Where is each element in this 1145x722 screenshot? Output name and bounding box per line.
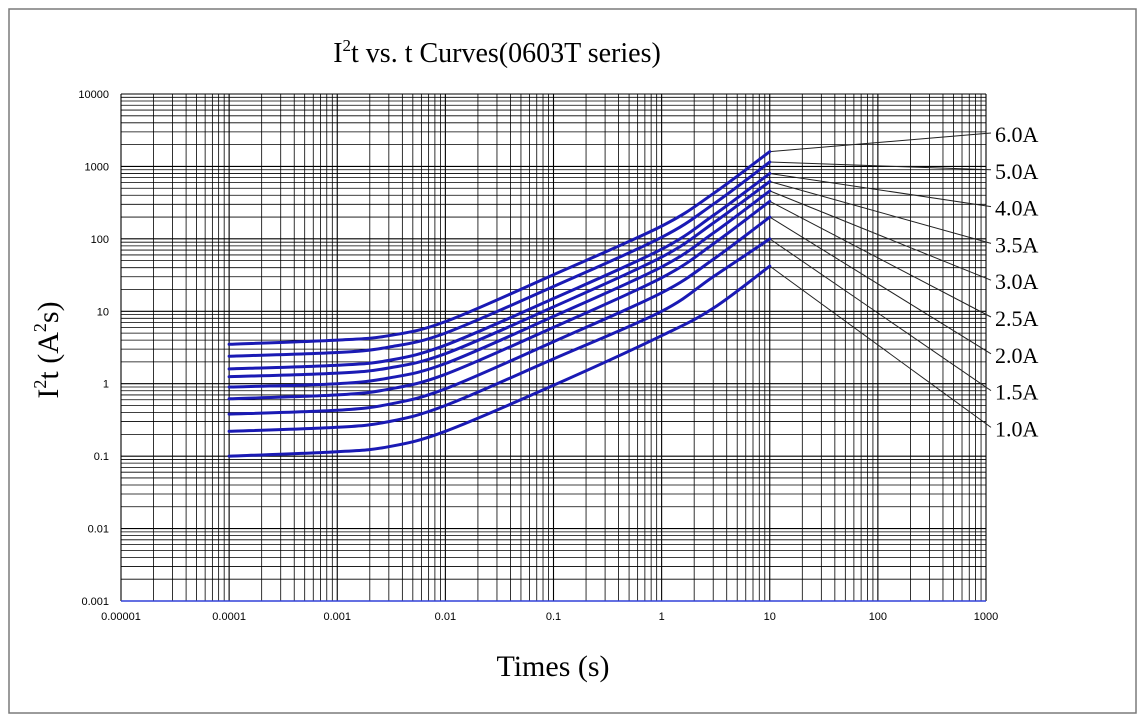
series-lines xyxy=(227,150,772,458)
series-line-2-0a xyxy=(227,215,772,416)
y-tick-label: 10 xyxy=(97,306,109,318)
leader-line xyxy=(769,161,992,171)
series-line-1-0a xyxy=(227,264,772,458)
ylabel-s: s) xyxy=(32,301,65,323)
leader-line xyxy=(769,180,992,244)
y-tick-label: 0.001 xyxy=(81,596,109,608)
leader-line xyxy=(769,238,992,392)
y-tick-label: 0.01 xyxy=(88,524,109,536)
y-tick-label: 100 xyxy=(91,234,109,246)
series-label: 1.5A xyxy=(995,380,1039,405)
series-label: 2.0A xyxy=(995,343,1039,368)
leader-line xyxy=(769,190,992,281)
x-tick-label: 0.01 xyxy=(435,611,456,623)
y-tick-label: 1000 xyxy=(85,161,109,173)
x-tick-label: 100 xyxy=(869,611,887,623)
series-line-6-0a xyxy=(227,150,772,346)
x-tick-label: 0.001 xyxy=(323,611,351,623)
leader-line xyxy=(769,216,992,355)
series-label: 1.0A xyxy=(995,416,1039,441)
series-label: 6.0A xyxy=(995,122,1039,147)
x-tick-label: 1 xyxy=(659,611,665,623)
series-line-1-5a xyxy=(227,237,772,433)
leader-lines xyxy=(769,132,992,428)
series-line-3-5a xyxy=(227,180,772,379)
y-axis-label: I2t (A2s) xyxy=(30,301,65,398)
x-axis-label: Times (s) xyxy=(496,650,609,683)
series-label: 3.5A xyxy=(995,232,1039,257)
y-tick-label: 10000 xyxy=(78,89,109,101)
series-label: 5.0A xyxy=(995,159,1039,184)
ylabel-i: I xyxy=(32,389,65,399)
series-label: 2.5A xyxy=(995,306,1039,331)
ylabel-t: t (A xyxy=(32,332,65,380)
x-tick-label: 0.1 xyxy=(546,611,561,623)
ylabel-sup2: 2 xyxy=(30,323,50,332)
y-tick-label: 1 xyxy=(103,379,109,391)
series-label: 3.0A xyxy=(995,269,1039,294)
leader-line xyxy=(769,265,992,428)
series-line-4-0a xyxy=(227,171,772,371)
title-i: I xyxy=(333,38,342,69)
x-tick-label: 0.0001 xyxy=(212,611,246,623)
frame-border xyxy=(8,8,1137,714)
x-tick-label: 1000 xyxy=(974,611,998,623)
series-line-3-0a xyxy=(227,189,772,389)
leader-line xyxy=(769,132,992,153)
x-tick-label: 10 xyxy=(764,611,776,623)
tick-labels: 0.00001 0.0001 0.001 0.01 0.1 1 10 100 1000 0.001… xyxy=(78,89,998,623)
x-tick-label: 0.00001 xyxy=(101,611,141,623)
ylabel-sup1: 2 xyxy=(30,380,50,389)
series-line-5-0a xyxy=(227,160,772,358)
series-label: 4.0A xyxy=(995,196,1039,221)
leader-line xyxy=(769,172,992,208)
y-tick-label: 0.1 xyxy=(94,451,109,463)
series-labels: 6.0A 5.0A 4.0A 3.5A 3.0A 2.5A 2.0A 1.5A 1.0A xyxy=(995,122,1039,441)
grid xyxy=(120,93,987,602)
series-line-2-5a xyxy=(227,199,772,401)
title-rest: t vs. t Curves(0603T series) xyxy=(351,38,661,69)
leader-line xyxy=(769,200,992,318)
title-sup: 2 xyxy=(343,36,352,55)
chart-title: I2t vs. t Curves(0603T series) xyxy=(333,36,661,69)
